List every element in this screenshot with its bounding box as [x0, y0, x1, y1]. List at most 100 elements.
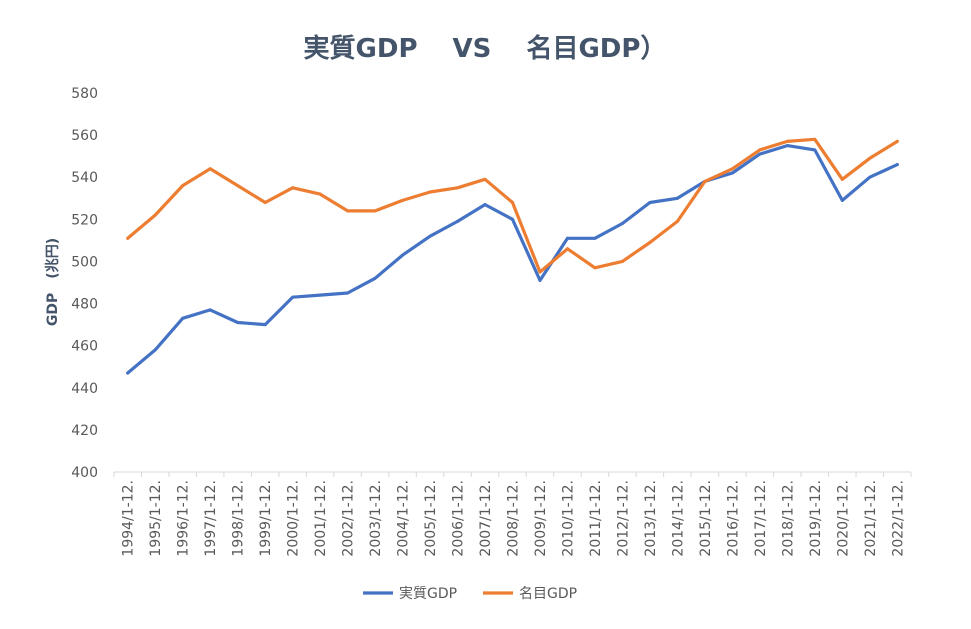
series-0-point — [153, 348, 157, 352]
x-tick-label: 1999/1-12. — [258, 480, 274, 557]
series-0-point — [126, 371, 130, 375]
series-1-point — [373, 209, 377, 213]
x-tick-label: 2004/1-12. — [396, 480, 412, 557]
x-tick-label: 2017/1-12. — [753, 480, 769, 557]
y-tick-label: 560 — [71, 128, 98, 144]
y-tick-label: 420 — [71, 423, 98, 439]
legend: 実質GDP 名目GDP — [363, 586, 577, 602]
series-0-point — [208, 308, 212, 312]
legend-label: 名目GDP — [519, 586, 577, 602]
x-tick-label: 2008/1-12. — [506, 480, 522, 557]
series-1-point — [428, 190, 432, 194]
series-0-point — [346, 291, 350, 295]
x-tick-label: 2022/1-12. — [890, 480, 906, 557]
x-tick-label: 2006/1-12. — [451, 480, 467, 557]
series-1-point — [291, 186, 295, 190]
series-1-point — [620, 259, 624, 263]
series-1-point — [565, 247, 569, 251]
x-tick-label: 2010/1-12. — [560, 480, 576, 557]
y-tick-label: 520 — [71, 212, 98, 228]
x-tick-label: 2019/1-12. — [808, 480, 824, 557]
series-0-point — [318, 293, 322, 297]
series-1-point — [126, 236, 130, 240]
x-tick-label: 2002/1-12. — [341, 480, 357, 557]
series-layer — [126, 137, 899, 375]
series-1-point — [236, 184, 240, 188]
x-tick-label: 2000/1-12. — [286, 480, 302, 557]
x-tick-label: 2007/1-12. — [478, 480, 494, 557]
series-0-point — [813, 148, 817, 152]
x-tick-label: 1997/1-12. — [203, 480, 219, 557]
series-0-point — [538, 278, 542, 282]
x-tick-label: 2015/1-12. — [698, 480, 714, 557]
series-1-point — [511, 200, 514, 204]
y-tick-label: 500 — [71, 254, 98, 270]
series-0-point — [868, 175, 872, 179]
x-tick-label: 2012/1-12. — [615, 480, 631, 557]
series-0-point — [785, 144, 789, 148]
series-1-point — [840, 177, 844, 181]
y-tick-label: 480 — [71, 297, 98, 313]
x-tick-label: 2003/1-12. — [368, 480, 384, 557]
series-0-point — [263, 323, 267, 327]
series-1-point — [730, 167, 734, 171]
series-0-point — [758, 152, 762, 156]
x-tick-label: 1994/1-12. — [121, 480, 137, 557]
series-1-point — [346, 209, 350, 213]
x-tick-label: 2014/1-12. — [670, 480, 686, 557]
series-0-point — [181, 316, 185, 320]
chart-title: 実質GDP VS 名目GDP） — [304, 33, 667, 64]
series-0-point — [401, 253, 405, 257]
x-tick-label: 2018/1-12. — [780, 480, 796, 557]
series-1-point — [813, 137, 817, 141]
series-0-point — [620, 222, 624, 226]
series-1-point — [318, 192, 322, 196]
x-tick-label: 1995/1-12. — [148, 480, 164, 557]
series-line-1 — [126, 137, 899, 274]
series-0-point — [511, 217, 514, 221]
series-0-point — [648, 200, 652, 204]
series-0-point — [236, 321, 240, 325]
series-1-point — [538, 270, 542, 274]
y-axis-label: GDP (兆円) — [45, 238, 61, 326]
x-tick-label: 2013/1-12. — [643, 480, 659, 557]
series-1-point — [153, 213, 157, 217]
y-tick-label: 580 — [71, 86, 98, 102]
x-tick-label: 2001/1-12. — [313, 480, 329, 557]
series-1-point — [483, 177, 487, 181]
series-0-point — [675, 196, 679, 200]
series-1-point — [785, 139, 789, 143]
series-1-point — [263, 200, 267, 204]
y-tick-label: 460 — [71, 339, 98, 355]
series-1-point — [703, 179, 707, 183]
y-tick-label: 540 — [71, 170, 98, 186]
series-0-point — [456, 219, 460, 223]
legend-label: 実質GDP — [399, 586, 457, 602]
series-1-point — [208, 167, 212, 171]
x-tick-label: 2005/1-12. — [423, 480, 439, 557]
x-tick-label: 1998/1-12. — [231, 480, 247, 557]
x-tick-label: 2020/1-12. — [835, 480, 851, 557]
y-tick-label: 400 — [71, 465, 98, 481]
series-1-point — [181, 184, 185, 188]
axis-layer: 400 420 440 460 480 500 520 540 560 580 1994/1-12.… — [71, 86, 912, 557]
y-tick-label: 440 — [71, 381, 98, 397]
x-tick-label: 1996/1-12. — [176, 480, 192, 557]
series-0-point — [593, 236, 597, 240]
x-tick-label: 2011/1-12. — [588, 480, 604, 557]
series-0-point — [565, 236, 569, 240]
x-tick-label: 2016/1-12. — [725, 480, 741, 557]
series-1-point — [868, 156, 872, 160]
series-1-point — [758, 148, 762, 152]
x-tick-label: 2021/1-12. — [863, 480, 879, 557]
series-1-point — [593, 266, 597, 270]
x-tick-label: 2009/1-12. — [533, 480, 549, 557]
series-0-point — [373, 276, 377, 280]
series-0-point — [895, 163, 899, 167]
series-1-point — [895, 139, 899, 143]
series-1-point — [648, 240, 652, 244]
series-1-point — [675, 219, 679, 223]
series-line-0 — [126, 144, 899, 375]
